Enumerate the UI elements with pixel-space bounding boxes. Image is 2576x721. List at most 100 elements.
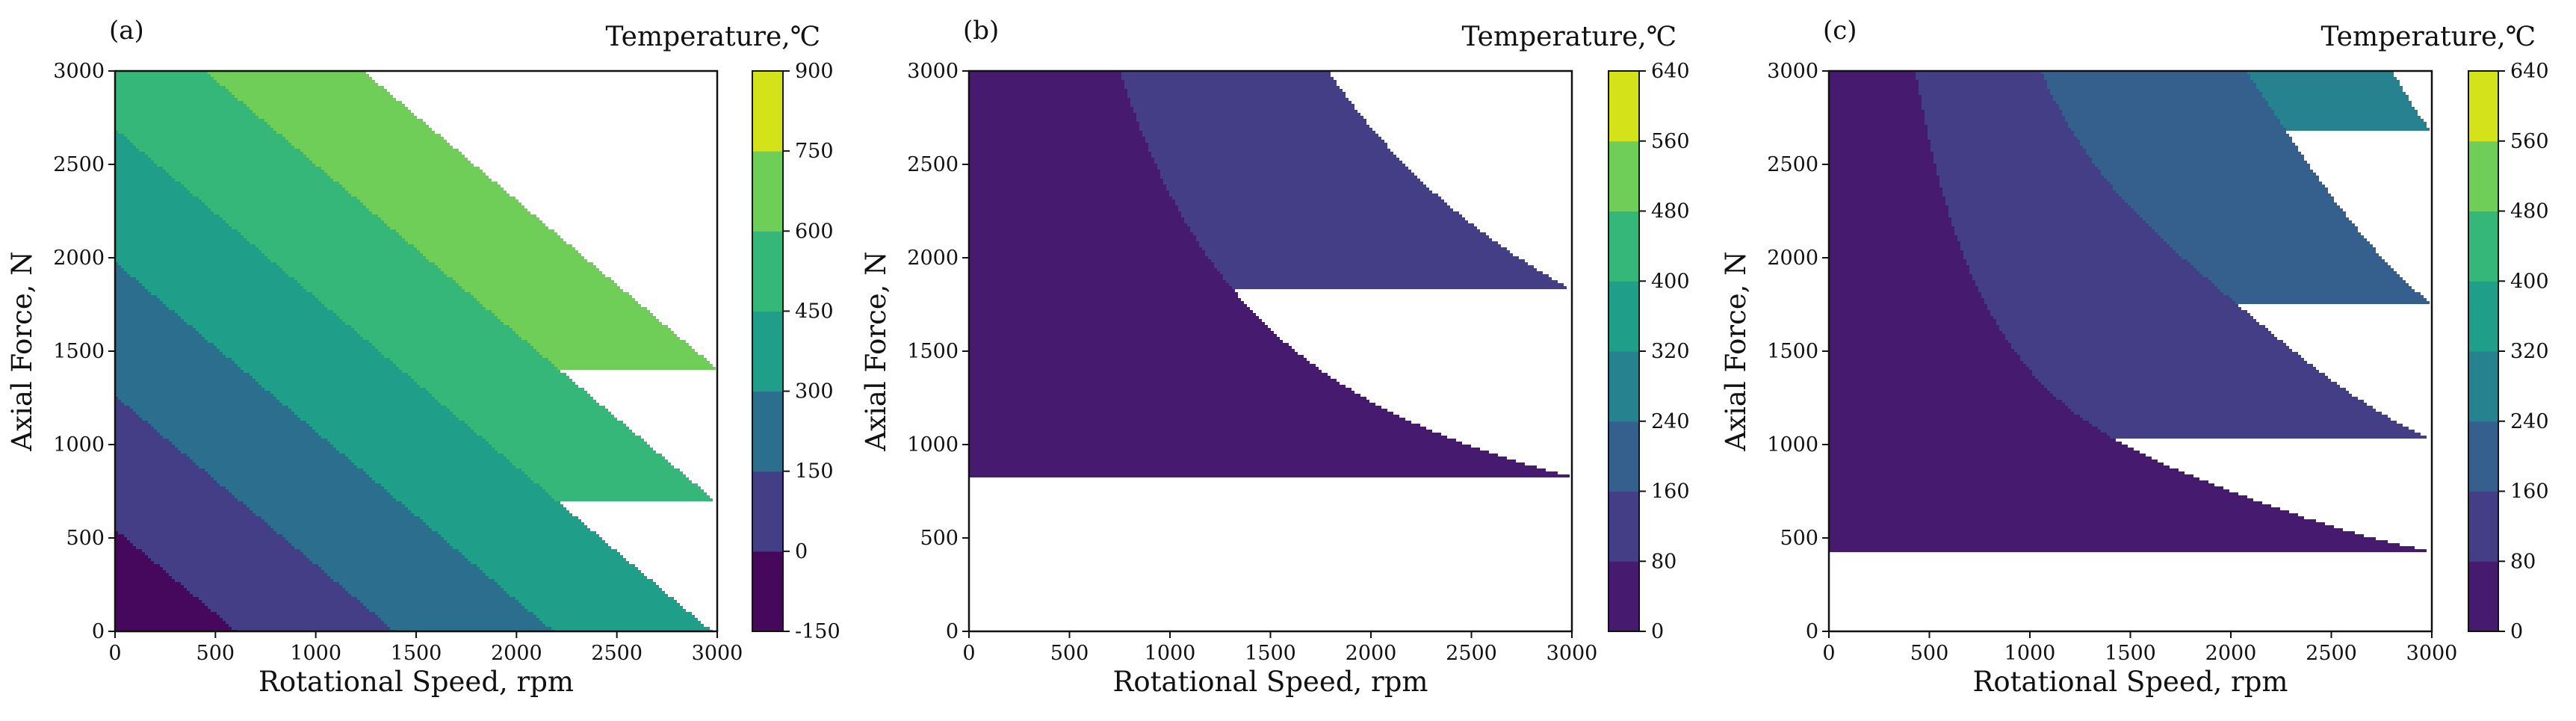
y-tick-label: 0 xyxy=(1806,620,1818,643)
colorbar-band xyxy=(2468,281,2498,352)
x-tick-label: 1500 xyxy=(1245,642,1296,665)
colorbar-band xyxy=(2468,421,2498,492)
y-tick-label: 2500 xyxy=(907,153,959,176)
x-tick-label: 2500 xyxy=(2306,642,2357,665)
y-tick-label: 2500 xyxy=(1767,153,1818,176)
colorbar-tick-label: 80 xyxy=(2510,550,2536,573)
x-tick-label: 1000 xyxy=(1145,642,1196,665)
colorbar-tick-label: -150 xyxy=(795,620,840,643)
colorbar-tick-label: 480 xyxy=(2510,200,2549,223)
y-tick-label: 1000 xyxy=(53,433,105,457)
colorbar-label: Temperature,℃ xyxy=(2320,22,2536,52)
colorbar: -150 0 150 300 450 600 750 900 Temperature,℃ xyxy=(605,22,840,643)
colorbar-tick-label: 400 xyxy=(2510,270,2549,293)
colorbar-band xyxy=(1609,281,1639,352)
contour-fill xyxy=(1829,71,2430,552)
contour-fill xyxy=(115,71,716,631)
x-tick-label: 0 xyxy=(962,642,975,665)
y-tick-label: 3000 xyxy=(53,60,105,83)
y-axis-label: Axial Force, N xyxy=(1720,251,1752,451)
colorbar: 0 80 160 240 320 400 480 560 640 Temperature,℃ xyxy=(2320,22,2548,643)
x-tick-label: 2000 xyxy=(2205,642,2257,665)
y-tick-label: 500 xyxy=(920,527,959,550)
colorbar-tick-label: 320 xyxy=(1651,340,1690,363)
colorbar-tick-label: 320 xyxy=(2510,340,2549,363)
x-tick-label: 500 xyxy=(1910,642,1949,665)
x-tick-label: 2000 xyxy=(1346,642,1397,665)
colorbar-band xyxy=(1609,71,1639,142)
x-tick-label: 2500 xyxy=(1446,642,1497,665)
colorbar-tick-label: 750 xyxy=(795,140,834,163)
y-axis-label: Axial Force, N xyxy=(860,251,892,451)
colorbar-band xyxy=(1609,421,1639,492)
colorbar-band xyxy=(752,391,783,472)
panel-a: 0 500 1000 1500 2000 2500 30000500100015002000… xyxy=(6,16,840,698)
y-tick-label: 1000 xyxy=(1767,433,1818,457)
colorbar-tick-label: 240 xyxy=(1651,410,1690,433)
y-tick-label: 1500 xyxy=(53,340,105,363)
colorbar-band xyxy=(2468,561,2498,632)
colorbar-band xyxy=(2468,351,2498,422)
colorbar-tick-label: 240 xyxy=(2510,410,2549,433)
x-tick-label: 500 xyxy=(196,642,235,665)
y-tick-label: 1500 xyxy=(907,340,959,363)
colorbar-tick-label: 0 xyxy=(2510,620,2523,643)
colorbar-tick-label: 560 xyxy=(2510,130,2549,153)
colorbar-tick-label: 150 xyxy=(795,460,834,483)
x-tick-label: 2500 xyxy=(591,642,643,665)
colorbar-band xyxy=(752,231,783,312)
y-tick-label: 0 xyxy=(92,620,105,643)
panel-c: 0 500 1000 1500 2000 2500 3000 0 500 1000 1500 2000… xyxy=(1720,16,2549,698)
colorbar-band xyxy=(752,311,783,392)
colorbar-tick-label: 640 xyxy=(1651,60,1690,83)
x-axis-label: Rotational Speed, rpm xyxy=(1112,666,1428,698)
colorbar-band xyxy=(1609,351,1639,422)
x-tick-label: 3000 xyxy=(692,642,743,665)
colorbar-band xyxy=(2468,140,2498,211)
colorbar-band xyxy=(752,471,783,552)
colorbar-tick-label: 900 xyxy=(795,60,834,83)
y-tick-label: 0 xyxy=(946,620,959,643)
x-tick-label: 1500 xyxy=(2105,642,2156,665)
colorbar-tick-label: 480 xyxy=(1651,200,1690,223)
x-axis-label: Rotational Speed, rpm xyxy=(258,666,574,698)
colorbar-tick-label: 80 xyxy=(1651,550,1676,573)
colorbar-label: Temperature,℃ xyxy=(1461,22,1676,52)
colorbar-tick-label: 640 xyxy=(2510,60,2549,83)
colorbar-tick-label: 0 xyxy=(1651,620,1664,643)
y-tick-label: 2000 xyxy=(907,247,959,270)
colorbar-frame xyxy=(752,70,784,632)
colorbar-band xyxy=(1609,211,1639,282)
panel-b: 0 500 1000 1500 2000 2500 3000 0 500 1000 1500 2000… xyxy=(860,16,1690,698)
y-tick-label: 2000 xyxy=(53,247,105,270)
colorbar-band xyxy=(2468,71,2498,142)
y-tick-label: 1000 xyxy=(907,433,959,457)
colorbar-band xyxy=(2468,211,2498,282)
colorbar-tick-label: 450 xyxy=(795,300,834,323)
colorbar-band xyxy=(1609,491,1639,562)
x-tick-label: 2000 xyxy=(491,642,542,665)
x-tick-label: 500 xyxy=(1050,642,1089,665)
colorbar-tick-label: 560 xyxy=(1651,130,1690,153)
colorbar-band xyxy=(752,551,783,632)
panel-label: (c) xyxy=(1823,16,1857,46)
x-tick-label: 1000 xyxy=(2004,642,2056,665)
x-axis-label: Rotational Speed, rpm xyxy=(1972,666,2288,698)
colorbar-tick-label: 0 xyxy=(795,540,808,563)
colorbar-tick-label: 160 xyxy=(1651,480,1690,504)
colorbar: 0 80 160 240 320 400 480 560 640 Temperature,℃ xyxy=(1461,22,1689,643)
x-tick-label: 3000 xyxy=(2406,642,2458,665)
x-tick-label: 0 xyxy=(1822,642,1835,665)
x-tick-label: 0 xyxy=(108,642,121,665)
colorbar-band xyxy=(752,71,783,152)
x-tick-label: 3000 xyxy=(1546,642,1598,665)
y-tick-label: 500 xyxy=(66,527,105,550)
y-tick-label: 3000 xyxy=(907,60,959,83)
colorbar-band xyxy=(2468,491,2498,562)
colorbar-tick-label: 600 xyxy=(795,220,834,243)
colorbar-band xyxy=(1609,561,1639,632)
x-tick-label: 1500 xyxy=(391,642,442,665)
colorbar-label: Temperature,℃ xyxy=(605,22,820,52)
colorbar-tick-label: 160 xyxy=(2510,480,2549,504)
